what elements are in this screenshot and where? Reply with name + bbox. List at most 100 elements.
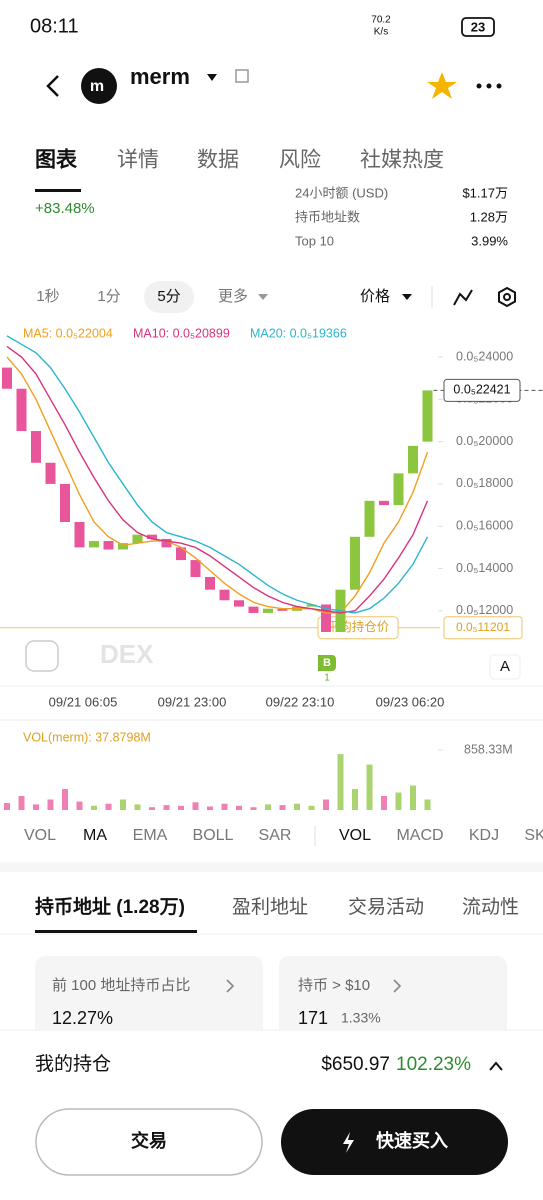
volume-legend: VOL(merm): 37.8798M — [23, 730, 151, 744]
volume-bar — [395, 792, 402, 810]
ma-line — [6, 345, 429, 614]
tab[interactable]: 社媒热度 — [360, 149, 444, 172]
watermark: DEX — [100, 639, 154, 669]
tab[interactable]: 风险 — [279, 149, 321, 172]
collapse-button[interactable] — [489, 1061, 503, 1071]
current-price: 0.0₅22421 — [453, 383, 510, 397]
section-tab-indicator — [35, 930, 197, 933]
stat-label: 持币地址数 — [295, 209, 360, 224]
card-value: 12.27% — [52, 1008, 113, 1028]
volume-bar — [323, 799, 329, 810]
candle-body — [277, 608, 288, 611]
indicator-tab[interactable]: MACD — [396, 827, 443, 844]
trade-button[interactable] — [35, 1108, 263, 1176]
volume-bar — [424, 799, 431, 810]
volume-bar — [33, 804, 39, 810]
fullscreen-button[interactable] — [25, 640, 59, 672]
indicator-tab[interactable]: VOL — [339, 827, 371, 844]
tab[interactable]: 图表 — [35, 149, 78, 172]
more-dropdown — [258, 294, 268, 300]
section-gap — [0, 862, 543, 872]
indicator-tab[interactable]: KDJ — [469, 827, 499, 844]
indicator-tab[interactable]: SK — [524, 827, 543, 844]
avatar-letter: m — [90, 78, 104, 95]
current-price-box — [443, 378, 521, 402]
interval[interactable]: 更多 — [218, 288, 248, 305]
x-tick-label: 09/22 23:10 — [266, 694, 335, 709]
indicator-tab[interactable]: BOLL — [193, 827, 234, 844]
price-mode[interactable]: 价格 — [360, 288, 390, 305]
battery-frame — [461, 17, 495, 37]
volume-bar — [366, 764, 373, 810]
tab[interactable]: 详情 — [117, 149, 159, 172]
volume-bar — [178, 805, 184, 810]
section-tab[interactable]: 盈利地址 — [232, 896, 308, 918]
card[interactable] — [35, 956, 263, 1046]
settings-icon[interactable] — [498, 286, 516, 308]
copy-icon[interactable] — [235, 69, 249, 83]
stat-label: 24小时额 (USD) — [295, 185, 388, 200]
trade-label: 交易 — [131, 1130, 167, 1151]
candle-body — [379, 500, 389, 506]
candle-body — [74, 521, 85, 548]
indicator-tab[interactable]: SAR — [259, 827, 292, 844]
buy-marker-label: B — [323, 657, 331, 669]
avg-cost-price-box — [443, 616, 523, 640]
quick-buy-label: 快速买入 — [376, 1130, 448, 1151]
buy-marker-bg — [318, 655, 336, 671]
quick-buy-button[interactable] — [281, 1109, 508, 1175]
interval[interactable]: 1秒 — [36, 288, 59, 305]
stat-label: Top 10 — [295, 233, 334, 248]
card[interactable] — [279, 956, 507, 1046]
x-tick-label: 09/23 06:20 — [376, 694, 445, 709]
price-mode-dropdown — [402, 294, 412, 300]
volume-bar — [236, 805, 242, 810]
battery-level: 23 — [471, 19, 485, 34]
interval-selected-bg — [144, 281, 194, 313]
volume-bar — [265, 804, 271, 810]
stat-value: 1.28万 — [470, 209, 508, 224]
token-avatar — [81, 68, 117, 104]
x-tick-label: 09/21 06:05 — [49, 694, 118, 709]
volume-bar — [47, 799, 54, 810]
candle-body — [161, 538, 172, 548]
tab[interactable]: 数据 — [197, 149, 239, 172]
volume-bar — [308, 805, 315, 810]
card-title: 持币 > $10 — [298, 977, 370, 994]
indicator-tab[interactable]: EMA — [133, 827, 168, 844]
section-tab[interactable]: 流动性 — [462, 896, 519, 918]
y-tick-label: 0.0₅16000 — [456, 519, 513, 533]
candle-body — [31, 431, 41, 463]
volume-bar — [221, 803, 228, 810]
scale-button[interactable]: A — [500, 658, 510, 675]
volume-bar — [250, 807, 257, 810]
volume-bar — [279, 805, 286, 810]
volume-bar — [410, 785, 416, 810]
interval[interactable]: 5分 — [157, 288, 180, 305]
net-speed-unit: K/s — [374, 27, 388, 38]
section-tab[interactable]: 交易活动 — [348, 896, 424, 918]
candle-body — [147, 534, 157, 539]
candle-body — [89, 541, 99, 548]
indicator-tab[interactable]: MA — [83, 827, 107, 844]
candle-body — [60, 483, 70, 522]
volume-bar — [91, 805, 97, 810]
volume-bar — [294, 803, 300, 810]
volume-bar — [76, 801, 83, 810]
clock: 08:11 — [30, 15, 79, 37]
y-tick-label: 0.0₅12000 — [456, 603, 513, 617]
token-dropdown[interactable] — [207, 74, 217, 81]
candle-body — [190, 560, 201, 577]
volume-bar — [192, 802, 199, 810]
candle-body — [422, 390, 433, 442]
back-button[interactable] — [46, 75, 59, 97]
card-chevron — [226, 979, 235, 993]
favorite-star[interactable] — [427, 72, 457, 99]
interval[interactable]: 1分 — [97, 288, 120, 305]
section-tab[interactable]: 持币地址 (1.28万) — [35, 895, 185, 918]
candle-body — [234, 600, 244, 607]
indicator-tab[interactable]: VOL — [24, 827, 56, 844]
volume-bar — [149, 807, 155, 810]
indicator-icon[interactable] — [453, 289, 473, 306]
more-menu[interactable] — [476, 83, 502, 89]
